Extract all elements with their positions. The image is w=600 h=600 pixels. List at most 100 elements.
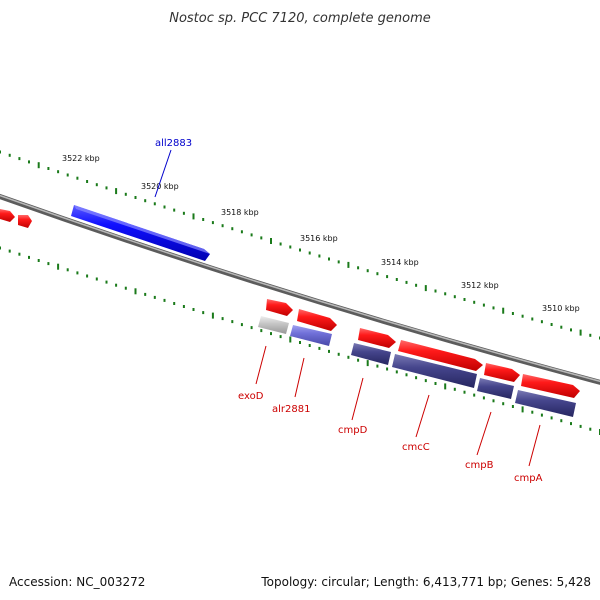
minor-tick <box>57 170 60 174</box>
gene-forward-2[interactable] <box>297 309 337 331</box>
minor-tick <box>202 218 205 221</box>
minor-tick <box>376 272 379 276</box>
minor-tick <box>405 373 408 377</box>
minor-tick <box>231 227 234 231</box>
upper-scale-track <box>0 150 600 340</box>
gene-reverse-cmcC[interactable] <box>392 354 477 388</box>
minor-tick <box>260 236 263 240</box>
minor-tick <box>124 192 127 196</box>
major-tick <box>115 188 118 195</box>
gene-label-cmpA[interactable]: cmpA <box>514 473 543 484</box>
minor-tick <box>250 326 253 330</box>
gene-cmpB[interactable] <box>477 378 514 399</box>
gene-label-exoD[interactable]: exoD <box>238 391 264 402</box>
major-tick <box>289 336 292 343</box>
minor-tick <box>463 390 466 394</box>
gene-forward-cmcC[interactable] <box>398 340 483 371</box>
minor-tick <box>182 305 185 308</box>
minor-tick <box>560 419 563 423</box>
gene-left-2[interactable] <box>18 215 32 228</box>
minor-tick <box>18 252 21 256</box>
minor-tick <box>560 325 563 329</box>
gene-label-cmpD[interactable]: cmpD <box>338 425 368 436</box>
minor-tick <box>376 364 379 368</box>
minor-tick <box>453 387 456 391</box>
major-tick <box>347 261 350 268</box>
minor-tick <box>76 176 79 180</box>
minor-tick <box>163 298 166 302</box>
minor-tick <box>337 352 340 356</box>
minor-tick <box>415 283 418 287</box>
minor-tick <box>482 303 485 307</box>
minor-tick <box>434 289 437 293</box>
tick-label-3522: 3522 kbp <box>62 154 100 163</box>
minor-tick <box>492 399 495 403</box>
minor-tick <box>531 317 534 321</box>
minor-tick <box>308 344 311 347</box>
minor-tick <box>570 422 572 426</box>
minor-tick <box>405 280 408 284</box>
minor-tick <box>8 249 11 253</box>
minor-tick <box>318 346 321 350</box>
minor-tick <box>66 268 69 272</box>
tick-label-3518: 3518 kbp <box>221 208 259 217</box>
major-tick <box>444 383 447 390</box>
gene-cmpD[interactable] <box>351 343 391 365</box>
gene-label-cmpB[interactable]: cmpB <box>465 460 494 471</box>
minor-tick <box>95 183 98 187</box>
minor-tick <box>250 233 253 237</box>
major-tick <box>579 329 582 336</box>
major-tick <box>37 162 40 169</box>
gene-forward-1[interactable] <box>266 299 293 316</box>
accession-text: Accession: NC_003272 <box>9 575 145 589</box>
genome-backbone <box>0 193 600 385</box>
gene-cmpA[interactable] <box>515 390 576 417</box>
minor-tick <box>95 277 98 281</box>
minor-tick <box>511 405 514 408</box>
minor-tick <box>182 211 185 215</box>
minor-tick <box>318 254 321 258</box>
gene-labels: all2883 exoD alr2881 cmpD cmcC cmpB cmpA <box>155 138 543 484</box>
gene-alr2881[interactable] <box>290 325 332 346</box>
gene-forward-3[interactable] <box>358 328 396 348</box>
gene-all2883[interactable] <box>71 205 210 261</box>
minor-tick <box>86 180 89 183</box>
minor-tick <box>105 280 108 284</box>
major-tick <box>424 285 427 292</box>
minor-tick <box>299 341 301 344</box>
scale-labels: 3522 kbp 3520 kbp 3518 kbp 3516 kbp 3514… <box>62 154 580 313</box>
minor-tick <box>473 300 476 304</box>
minor-tick <box>328 349 330 353</box>
label-leaders <box>154 149 541 467</box>
major-tick <box>502 307 505 314</box>
minor-tick <box>134 196 137 199</box>
minor-tick <box>434 382 437 385</box>
minor-tick <box>308 251 311 255</box>
gene-label-cmcC[interactable]: cmcC <box>402 442 430 453</box>
minor-tick <box>66 173 69 177</box>
minor-tick <box>260 329 263 333</box>
minor-tick <box>153 295 156 299</box>
minor-tick <box>124 286 127 290</box>
minor-tick <box>482 396 485 400</box>
gene-forward-4[interactable] <box>484 363 520 382</box>
minor-tick <box>115 283 118 287</box>
gene-label-all2883[interactable]: all2883 <box>155 138 192 149</box>
gene-exoD[interactable] <box>258 316 289 334</box>
gene-label-alr2881[interactable]: alr2881 <box>272 404 310 415</box>
minor-tick <box>18 157 21 161</box>
minor-tick <box>511 312 514 315</box>
minor-tick <box>424 379 427 383</box>
minor-tick <box>0 246 1 250</box>
minor-tick <box>415 376 418 380</box>
gene-left-1[interactable] <box>0 209 15 222</box>
minor-tick <box>328 257 330 261</box>
minor-tick <box>463 298 466 301</box>
minor-tick <box>444 292 447 296</box>
gene-forward-5[interactable] <box>521 374 580 398</box>
minor-tick <box>8 153 11 157</box>
minor-tick <box>153 202 156 206</box>
minor-tick <box>502 402 505 406</box>
minor-tick <box>47 262 50 266</box>
